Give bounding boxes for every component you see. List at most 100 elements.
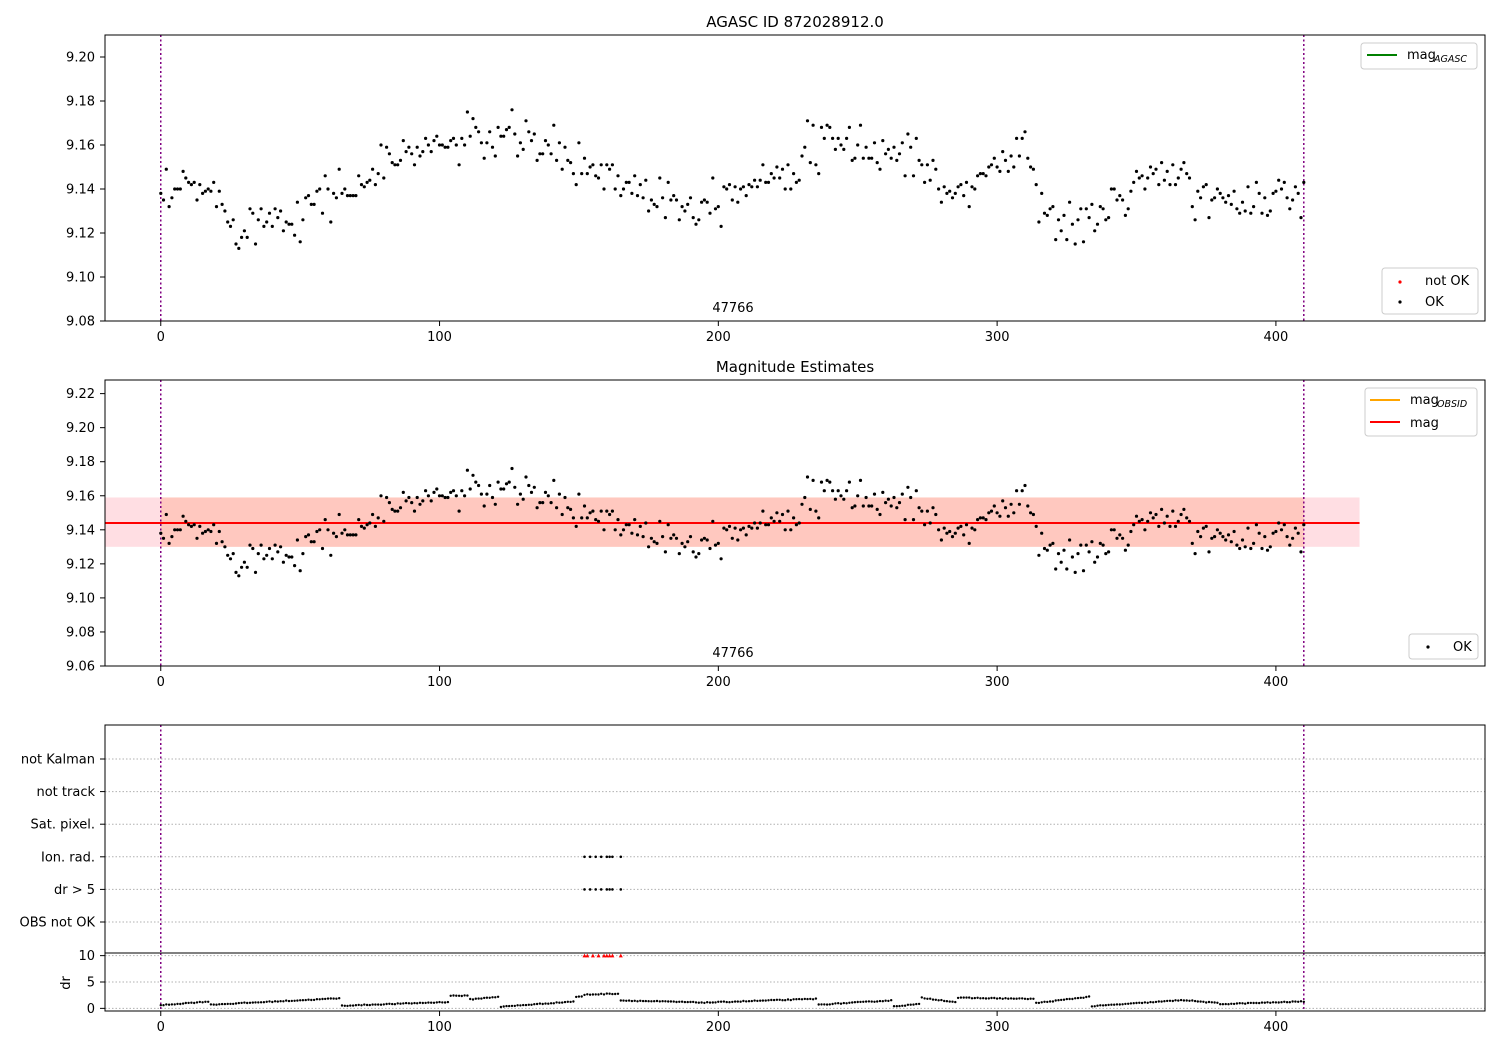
panel1-point bbox=[201, 191, 205, 195]
panel1-point bbox=[588, 165, 592, 169]
panel2-point bbox=[1154, 512, 1158, 517]
panel1-point bbox=[396, 163, 400, 167]
panel2-point bbox=[396, 509, 400, 513]
panel2-point bbox=[256, 552, 260, 556]
panel1-point bbox=[906, 132, 910, 136]
dr-clipped-marker bbox=[610, 953, 615, 958]
dr-point bbox=[1146, 1001, 1149, 1004]
dr-point bbox=[332, 997, 335, 1000]
panel1-point bbox=[610, 163, 615, 167]
dr-point bbox=[903, 1004, 907, 1007]
panel2-point bbox=[1171, 509, 1175, 513]
panel2-point bbox=[1084, 543, 1088, 547]
dr-point bbox=[575, 995, 578, 999]
dr-point bbox=[876, 1000, 879, 1003]
panel2-point bbox=[1051, 541, 1055, 546]
dr-point bbox=[218, 1003, 221, 1006]
dr-point bbox=[831, 1002, 834, 1006]
panel1-point bbox=[850, 158, 854, 162]
panel2-point bbox=[792, 516, 796, 520]
dr-point bbox=[1152, 1001, 1155, 1004]
legend-mag-obsid-label: mag bbox=[1410, 393, 1439, 408]
panel1-point bbox=[1107, 216, 1111, 220]
dr-point bbox=[226, 1002, 229, 1006]
dr-point bbox=[792, 998, 795, 1001]
dr-point bbox=[424, 1001, 427, 1005]
dr-point bbox=[563, 1000, 567, 1004]
panel2-point bbox=[803, 495, 807, 500]
panel2-point bbox=[1232, 529, 1236, 534]
dr-point bbox=[474, 997, 477, 1000]
dr-point bbox=[220, 1002, 224, 1006]
dr-point bbox=[170, 1003, 174, 1006]
panel2-point bbox=[976, 518, 980, 522]
panel1-point bbox=[415, 145, 419, 149]
panel1-point bbox=[594, 174, 598, 178]
panel1-point bbox=[173, 187, 177, 191]
panel2-point bbox=[1090, 540, 1094, 544]
dr-point bbox=[1074, 997, 1077, 1000]
panel1-point bbox=[521, 147, 525, 151]
dr-clipped-marker bbox=[618, 953, 623, 958]
panel1-point bbox=[1037, 220, 1041, 224]
panel2-point bbox=[245, 565, 249, 569]
panel2-point bbox=[1182, 507, 1186, 511]
dr-point bbox=[455, 994, 458, 997]
panel2-point bbox=[521, 497, 525, 501]
panel1-point bbox=[443, 145, 447, 149]
panel2-point bbox=[663, 550, 668, 554]
dr-point bbox=[993, 996, 996, 1000]
panel2-point bbox=[1279, 528, 1284, 532]
panel1-point bbox=[504, 128, 509, 132]
panel1-point bbox=[212, 180, 216, 184]
panel2-point bbox=[1006, 514, 1010, 518]
panel2-point bbox=[457, 509, 461, 513]
flag-point bbox=[619, 855, 623, 859]
panel1-point bbox=[387, 152, 391, 156]
panel2-point bbox=[995, 511, 999, 515]
panel2-point bbox=[937, 528, 941, 532]
dr-point bbox=[1271, 1001, 1275, 1004]
panel1-point bbox=[602, 187, 606, 191]
dr-point bbox=[881, 1000, 884, 1003]
panel2-point bbox=[184, 519, 188, 523]
panel1-point bbox=[1288, 207, 1292, 211]
panel1-point bbox=[973, 187, 977, 191]
panel1-point bbox=[616, 174, 620, 178]
panel2-point bbox=[471, 473, 475, 477]
panel1-point bbox=[560, 167, 564, 171]
panel1-ytick-label: 9.08 bbox=[66, 315, 95, 330]
dr-point bbox=[675, 1000, 678, 1004]
panel2-point bbox=[683, 545, 687, 549]
panel1-point bbox=[680, 205, 684, 209]
dr-point bbox=[775, 998, 779, 1001]
dr-point bbox=[496, 995, 500, 998]
panel1-point bbox=[563, 145, 567, 149]
panel2-point bbox=[872, 492, 877, 496]
panel1-point bbox=[1048, 207, 1052, 211]
panel1-point bbox=[337, 167, 341, 171]
panel1-point bbox=[203, 189, 207, 193]
dr-point bbox=[446, 1000, 450, 1004]
dr-point bbox=[1079, 996, 1083, 999]
panel1-point bbox=[1087, 216, 1091, 220]
panel1-point bbox=[886, 147, 891, 151]
panel1-point bbox=[878, 167, 882, 171]
panel1-point bbox=[1296, 191, 1300, 195]
panel1-point bbox=[758, 178, 762, 182]
panel1-point bbox=[440, 143, 444, 147]
dr-point bbox=[1051, 1000, 1055, 1003]
panel1-point bbox=[281, 229, 285, 233]
dr-point bbox=[1032, 997, 1035, 1000]
dr-point bbox=[1210, 1001, 1214, 1004]
dr-point bbox=[931, 998, 935, 1001]
dr-point bbox=[312, 998, 316, 1002]
panel1-point bbox=[357, 174, 361, 178]
dr-point bbox=[1182, 999, 1186, 1002]
dr-point bbox=[1001, 997, 1004, 1000]
dr-point bbox=[443, 1001, 447, 1004]
panel2-point bbox=[1243, 545, 1247, 549]
dr-point bbox=[781, 999, 784, 1002]
panel1-point bbox=[1129, 189, 1133, 193]
panel1-point bbox=[426, 143, 430, 147]
